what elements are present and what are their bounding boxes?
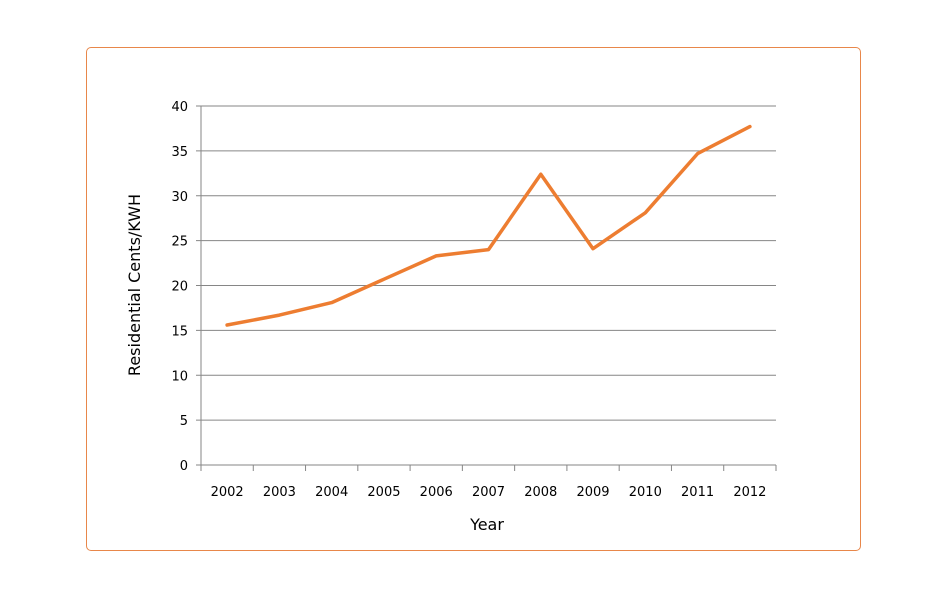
y-tick-labels: 0 5 10 15 20 25 30 35 40 (171, 100, 188, 474)
y-tick-label: 30 (171, 190, 188, 205)
gridlines (201, 105, 776, 421)
y-axis-title: Residential Cents/KWH (125, 194, 144, 376)
x-tick-label: 2012 (733, 485, 766, 500)
x-axis-title: Year (469, 515, 504, 534)
x-tick-label: 2011 (681, 485, 714, 500)
y-tick-label: 35 (171, 145, 188, 160)
x-tick-label: 2004 (315, 485, 348, 500)
x-tick-label: 2002 (211, 485, 244, 500)
x-tick-label: 2009 (576, 485, 609, 500)
x-tick-label: 2008 (524, 485, 557, 500)
y-tick-label: 20 (171, 280, 188, 295)
x-tick-label: 2007 (472, 485, 505, 500)
x-tick-label: 2005 (367, 485, 400, 500)
x-tick-label: 2010 (629, 485, 662, 500)
x-tick-label: 2003 (263, 485, 296, 500)
y-tick-label: 10 (171, 369, 188, 384)
x-tick-label: 2006 (420, 485, 453, 500)
y-tick-label: 25 (171, 235, 188, 250)
y-tick-label: 5 (180, 414, 188, 429)
series-group (225, 124, 752, 327)
y-tick-label: 40 (171, 100, 188, 115)
axes (196, 105, 777, 471)
series-line (225, 124, 752, 327)
y-tick-label: 0 (180, 459, 188, 474)
x-tick-labels: 2002 2003 2004 2005 2006 2007 2008 2009 2010 2011… (211, 485, 767, 500)
y-tick-label: 15 (171, 324, 188, 339)
chart-frame (86, 47, 861, 551)
